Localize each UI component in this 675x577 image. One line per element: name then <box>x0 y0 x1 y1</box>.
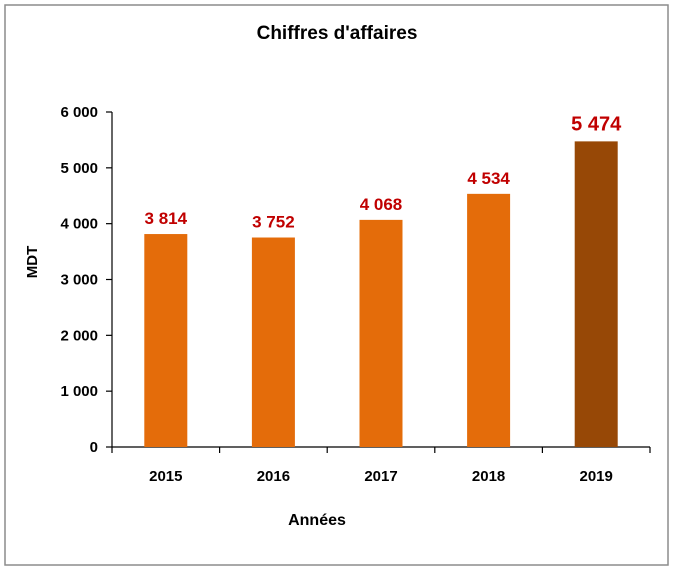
x-tick-label: 2018 <box>472 468 505 485</box>
data-label: 5 474 <box>571 113 622 135</box>
y-tick-label: 6 000 <box>60 104 98 121</box>
bar-2015 <box>144 234 188 447</box>
y-tick-label: 0 <box>90 439 98 456</box>
y-tick-label: 4 000 <box>60 216 98 233</box>
bar-2016 <box>251 237 295 447</box>
y-tick-label: 2 000 <box>60 327 98 344</box>
x-tick-label: 2019 <box>580 468 613 485</box>
y-axis-label: MDT <box>24 246 41 279</box>
x-tick-label: 2016 <box>257 468 290 485</box>
bar-2019 <box>574 141 618 447</box>
data-label: 3 814 <box>145 209 188 228</box>
x-tick-label: 2017 <box>364 468 397 485</box>
x-tick-label: 2015 <box>149 468 182 485</box>
x-axis-label: Années <box>288 512 346 529</box>
y-tick-label: 3 000 <box>60 272 98 289</box>
data-label: 4 534 <box>467 169 510 188</box>
chart-title: Chiffres d'affaires <box>257 23 418 44</box>
y-tick-label: 1 000 <box>60 383 98 400</box>
chart-border <box>4 4 669 566</box>
plot-area: 0 1 000 2 000 3 000 4 000 5 000 6 000 3 814 2015… <box>60 104 651 485</box>
bar-2018 <box>467 193 511 447</box>
data-label: 4 068 <box>360 195 403 214</box>
data-label: 3 752 <box>252 213 295 232</box>
y-tick-label: 5 000 <box>60 160 98 177</box>
bar-2017 <box>359 219 403 447</box>
